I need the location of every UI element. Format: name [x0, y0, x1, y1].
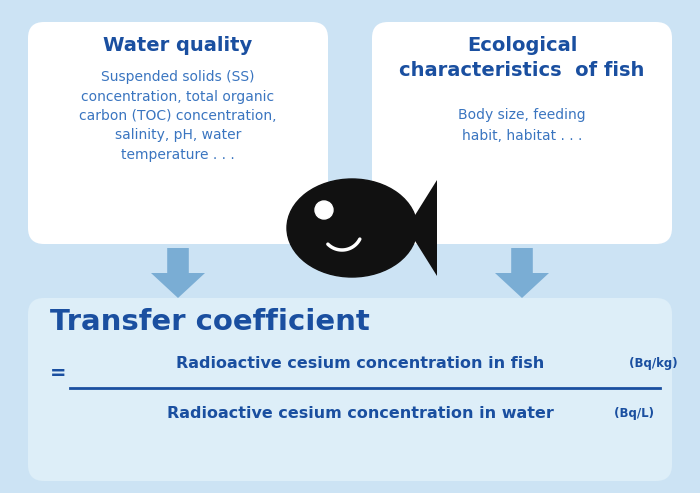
Text: Ecological
characteristics  of fish: Ecological characteristics of fish — [399, 36, 645, 80]
Text: Radioactive cesium concentration in water: Radioactive cesium concentration in wate… — [167, 406, 554, 421]
Text: (Bq/kg): (Bq/kg) — [625, 356, 678, 369]
Text: Radioactive cesium concentration in fish: Radioactive cesium concentration in fish — [176, 355, 544, 371]
Text: =: = — [50, 363, 66, 383]
FancyBboxPatch shape — [28, 22, 328, 244]
Text: Body size, feeding
habit, habitat . . .: Body size, feeding habit, habitat . . . — [458, 108, 586, 142]
FancyBboxPatch shape — [12, 12, 688, 481]
Circle shape — [315, 201, 333, 219]
Ellipse shape — [287, 179, 417, 277]
Polygon shape — [495, 248, 549, 298]
FancyBboxPatch shape — [28, 298, 672, 481]
Polygon shape — [407, 180, 437, 276]
Text: Water quality: Water quality — [104, 36, 253, 55]
Text: Transfer coefficient: Transfer coefficient — [50, 308, 370, 336]
Polygon shape — [151, 248, 205, 298]
Text: (Bq/L): (Bq/L) — [610, 407, 654, 420]
Text: Suspended solids (SS)
concentration, total organic
carbon (TOC) concentration,
s: Suspended solids (SS) concentration, tot… — [79, 70, 277, 162]
FancyBboxPatch shape — [372, 22, 672, 244]
